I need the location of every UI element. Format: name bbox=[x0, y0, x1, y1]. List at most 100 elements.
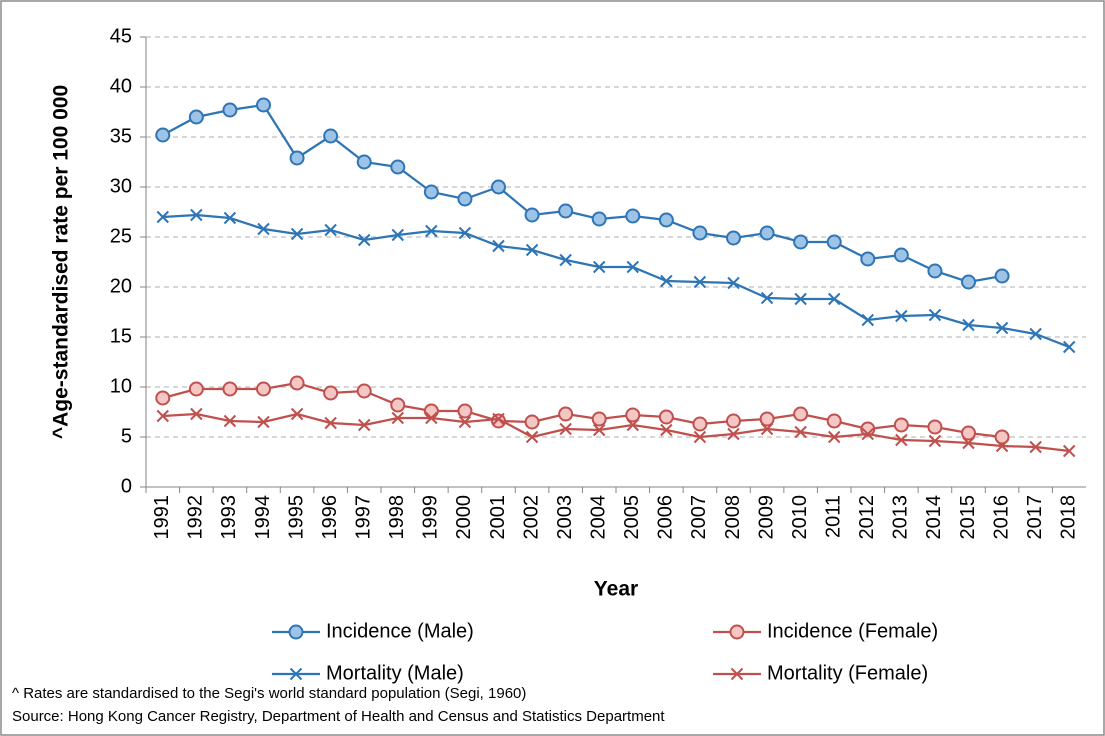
marker bbox=[1029, 440, 1042, 454]
marker bbox=[222, 381, 238, 397]
marker bbox=[660, 274, 673, 288]
marker bbox=[458, 226, 472, 240]
marker bbox=[257, 415, 270, 429]
marker bbox=[188, 381, 204, 397]
marker bbox=[324, 416, 337, 430]
marker bbox=[423, 184, 439, 200]
marker bbox=[962, 318, 975, 332]
marker bbox=[288, 624, 304, 640]
marker bbox=[457, 403, 473, 419]
x-tick-label: 2009 bbox=[755, 495, 777, 540]
marker bbox=[425, 224, 438, 238]
marker bbox=[726, 413, 741, 429]
x-tick-label: 2013 bbox=[890, 495, 912, 540]
marker bbox=[391, 411, 404, 425]
marker bbox=[895, 433, 908, 447]
marker bbox=[727, 276, 740, 290]
marker bbox=[893, 247, 909, 263]
y-tick-label: 25 bbox=[110, 225, 132, 247]
marker bbox=[1029, 327, 1042, 341]
marker bbox=[962, 436, 975, 450]
marker bbox=[323, 128, 339, 144]
marker bbox=[492, 412, 505, 426]
marker bbox=[593, 423, 606, 437]
marker bbox=[994, 268, 1010, 284]
marker bbox=[828, 292, 841, 306]
x-tick-label: 1995 bbox=[285, 495, 307, 540]
y-axis-title: ^Age-standardised rate per 100 000 bbox=[50, 85, 73, 439]
marker bbox=[861, 313, 874, 327]
x-tick-label: 2002 bbox=[520, 495, 542, 540]
marker bbox=[727, 427, 740, 441]
y-tick-label: 15 bbox=[110, 325, 132, 347]
marker bbox=[626, 418, 639, 432]
footnote: ^ Rates are standardised to the Segi's w… bbox=[12, 685, 526, 702]
marker bbox=[658, 212, 674, 228]
marker bbox=[525, 243, 539, 257]
y-tick-label: 0 bbox=[121, 475, 132, 497]
x-tick-label: 2018 bbox=[1057, 495, 1079, 540]
x-tick-label: 1996 bbox=[319, 495, 341, 540]
y-tick-label: 35 bbox=[110, 125, 132, 147]
legend-label: Mortality (Male) bbox=[326, 662, 464, 684]
marker bbox=[358, 418, 371, 432]
marker bbox=[256, 97, 271, 113]
marker bbox=[324, 223, 337, 237]
marker bbox=[759, 225, 775, 241]
marker bbox=[658, 409, 674, 425]
marker bbox=[223, 211, 237, 225]
marker bbox=[928, 308, 942, 322]
x-tick-label: 1994 bbox=[252, 495, 274, 540]
marker bbox=[290, 227, 304, 241]
marker bbox=[492, 239, 505, 253]
x-tick-label: 1992 bbox=[185, 495, 207, 540]
marker bbox=[793, 234, 809, 250]
x-tick-label: 2006 bbox=[655, 495, 677, 540]
marker bbox=[223, 414, 237, 428]
legend-label: Mortality (Female) bbox=[767, 662, 928, 684]
x-tick-label: 1999 bbox=[420, 495, 442, 540]
marker bbox=[559, 253, 572, 267]
marker bbox=[961, 274, 976, 290]
marker bbox=[726, 230, 741, 246]
marker bbox=[927, 263, 943, 279]
x-tick-label: 2000 bbox=[453, 495, 475, 540]
marker bbox=[222, 102, 238, 118]
x-tick-label: 1998 bbox=[386, 495, 408, 540]
marker bbox=[1063, 444, 1076, 458]
legend-item: Incidence (Male) bbox=[272, 620, 474, 642]
x-tick-label: 2003 bbox=[554, 495, 576, 540]
marker bbox=[692, 225, 708, 241]
x-tick-label: 1997 bbox=[352, 495, 374, 540]
marker bbox=[626, 260, 639, 274]
marker bbox=[558, 203, 574, 219]
marker bbox=[625, 407, 641, 423]
marker bbox=[794, 425, 807, 439]
marker bbox=[457, 191, 473, 207]
marker bbox=[425, 411, 438, 425]
marker bbox=[390, 159, 406, 175]
marker bbox=[961, 425, 976, 441]
marker bbox=[256, 381, 271, 397]
marker bbox=[356, 383, 372, 399]
x-tick-label: 2008 bbox=[722, 495, 744, 540]
marker bbox=[591, 211, 607, 227]
legend-label: Incidence (Female) bbox=[767, 620, 938, 642]
x-tick-label: 2017 bbox=[1024, 495, 1046, 540]
marker bbox=[390, 397, 406, 413]
y-tick-label: 40 bbox=[110, 75, 132, 97]
marker bbox=[491, 179, 506, 195]
marker bbox=[860, 421, 876, 437]
legend-item: Mortality (Female) bbox=[713, 662, 928, 684]
marker bbox=[323, 385, 339, 401]
marker bbox=[826, 413, 842, 429]
marker bbox=[190, 208, 203, 222]
marker bbox=[660, 423, 673, 437]
marker bbox=[760, 422, 774, 436]
marker bbox=[729, 624, 745, 640]
marker bbox=[793, 406, 809, 422]
marker bbox=[861, 427, 874, 441]
marker bbox=[423, 403, 439, 419]
